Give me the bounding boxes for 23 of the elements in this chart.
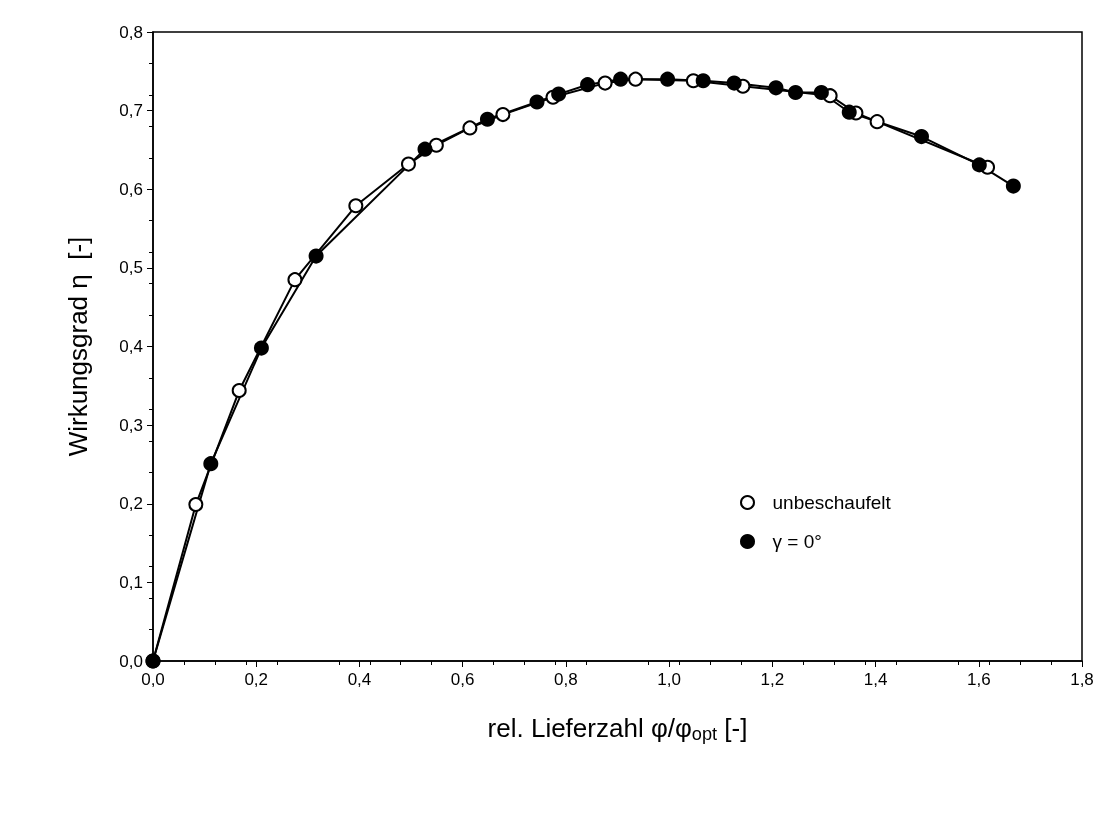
y-tick-label: 0,4	[119, 337, 143, 356]
x-tick-label: 0,4	[347, 670, 372, 689]
x-tick-label: 1,0	[657, 670, 681, 689]
x-tick-label: 1,6	[966, 670, 991, 689]
y-axis-title: Wirkungsgrad η [-]	[63, 236, 93, 457]
x-axis-title: rel. Lieferzahl φ/φopt [-]	[487, 712, 748, 744]
x-tick-label: 1,2	[760, 670, 785, 689]
x-tick-label: 0,8	[554, 670, 578, 689]
y-tick-label: 0,7	[119, 101, 143, 121]
y-tick-label: 0,2	[119, 494, 143, 514]
y-tick-label: 0,1	[119, 572, 143, 592]
y-tick-label: 0,8	[119, 22, 143, 42]
x-tick-label: 1,4	[863, 670, 888, 689]
y-tick-label: 0,3	[119, 415, 143, 435]
x-tick-label: 1,8	[1070, 670, 1094, 689]
x-tick-label: 0,6	[450, 670, 475, 689]
legend-label: γ = 0°	[772, 531, 822, 552]
y-tick-label: 0,6	[119, 179, 143, 199]
y-tick-label: 0,5	[119, 258, 143, 278]
y-tick-label: 0,0	[119, 651, 143, 671]
x-tick-label: 0,2	[244, 670, 269, 689]
x-tick-label: 0,0	[141, 670, 165, 689]
legend-label: unbeschaufelt	[772, 492, 892, 513]
